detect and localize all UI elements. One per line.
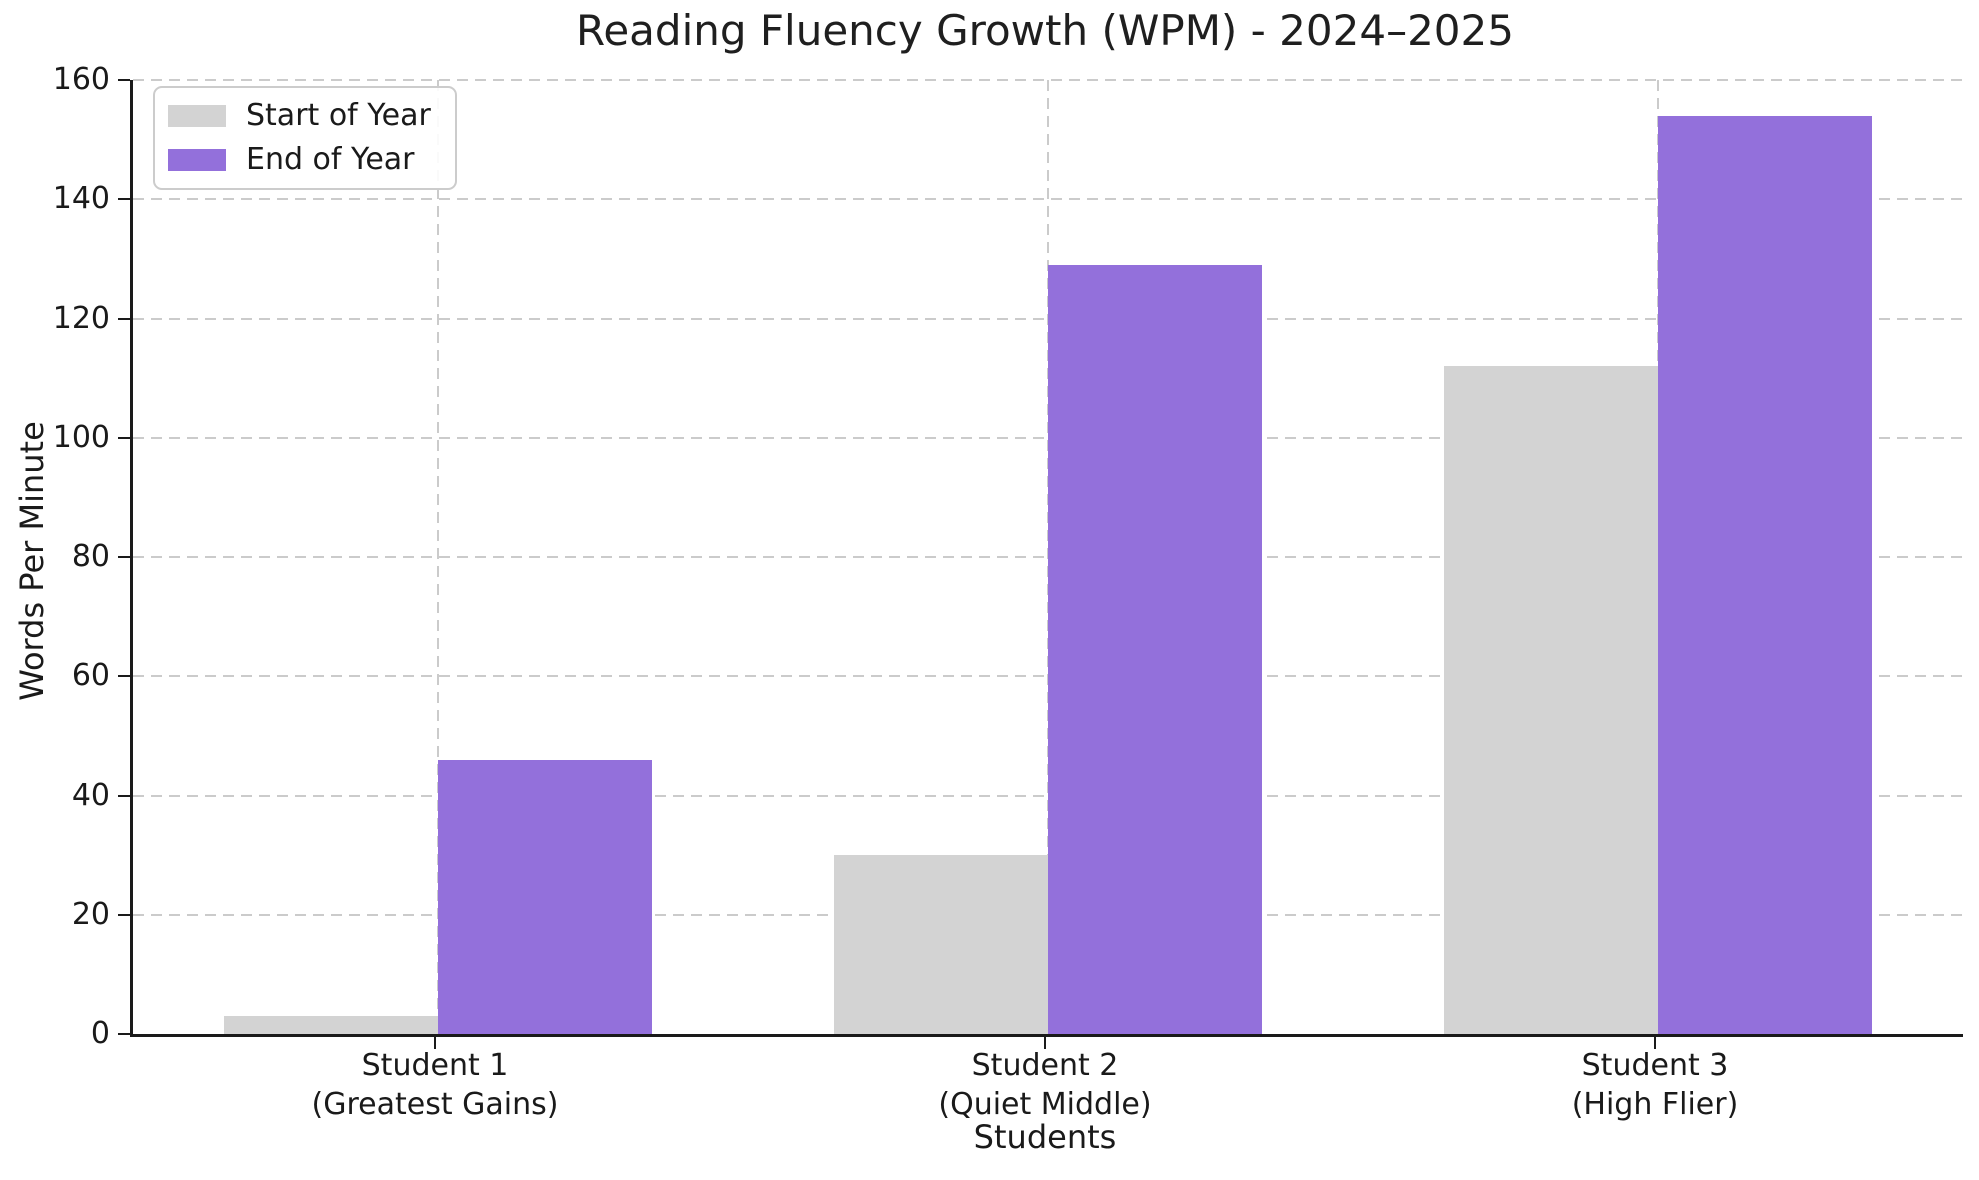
- y-tick-label-40: 40: [71, 777, 110, 813]
- y-tick-mark-120: [118, 317, 130, 320]
- x-tick-label-student-1: Student 1 (Greatest Gains): [195, 1046, 675, 1124]
- y-axis-label: Words Per Minute: [13, 421, 51, 701]
- category-label: Student 1: [361, 1048, 509, 1083]
- legend-entry-start-of-year: Start of Year: [168, 100, 431, 132]
- x-tick-mark-student-2: [1044, 1037, 1046, 1049]
- y-tick-mark-140: [118, 198, 130, 201]
- y-tick-label-120: 120: [52, 300, 110, 336]
- x-tick-mark-student-1: [434, 1037, 436, 1049]
- x-tick-label-student-2: Student 2 (Quiet Middle): [805, 1046, 1285, 1124]
- y-tick-label-100: 100: [52, 419, 110, 455]
- legend-entry-end-of-year: End of Year: [168, 144, 431, 176]
- y-tick-mark-80: [118, 556, 130, 558]
- y-tick-mark-20: [118, 913, 130, 916]
- category-label: Student 2: [971, 1048, 1119, 1083]
- legend-swatch-start-of-year: [168, 105, 226, 127]
- bar-end-of-year-student-3: [1658, 116, 1872, 1034]
- gridline-x-student-1: [437, 80, 439, 1034]
- y-tick-mark-0: [118, 1033, 130, 1035]
- y-tick-mark-60: [118, 675, 130, 678]
- y-tick-label-0: 0: [90, 1016, 110, 1051]
- y-tick-label-160: 160: [52, 62, 110, 97]
- plot-area: Start of Year End of Year: [130, 79, 1963, 1037]
- y-tick-mark-40: [118, 794, 130, 797]
- legend-swatch-end-of-year: [168, 149, 226, 171]
- y-tick-mark-100: [118, 436, 130, 439]
- category-sublabel: (Quiet Middle): [938, 1087, 1152, 1122]
- chart-title: Reading Fluency Growth (WPM) - 2024–2025: [576, 6, 1514, 55]
- y-tick-label-80: 80: [71, 539, 110, 574]
- y-tick-mark-160: [118, 79, 130, 81]
- legend-label-end-of-year: End of Year: [246, 142, 415, 177]
- category-label: Student 3: [1581, 1048, 1729, 1083]
- y-tick-label-60: 60: [71, 658, 110, 694]
- x-axis-label: Students: [973, 1118, 1117, 1156]
- bar-start-of-year-student-3: [1444, 366, 1658, 1034]
- legend: Start of Year End of Year: [153, 86, 457, 190]
- x-tick-mark-student-3: [1654, 1037, 1656, 1049]
- bar-end-of-year-student-1: [438, 760, 652, 1034]
- y-tick-label-20: 20: [71, 896, 110, 932]
- x-tick-label-student-3: Student 3 (High Flier): [1415, 1046, 1895, 1124]
- bar-start-of-year-student-2: [834, 855, 1048, 1034]
- category-sublabel: (Greatest Gains): [311, 1087, 559, 1122]
- legend-label-start-of-year: Start of Year: [246, 98, 431, 133]
- bar-start-of-year-student-1: [224, 1016, 438, 1034]
- category-sublabel: (High Flier): [1571, 1087, 1739, 1122]
- y-tick-label-140: 140: [52, 181, 110, 217]
- bar-end-of-year-student-2: [1048, 265, 1262, 1034]
